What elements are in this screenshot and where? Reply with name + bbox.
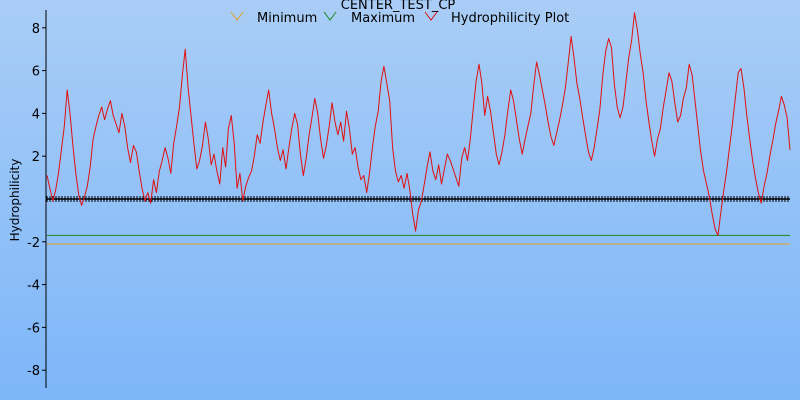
y-tick-label: 2: [32, 150, 40, 165]
legend-label-maximum: Maximum: [351, 11, 415, 26]
legend-swatch-minimum: [230, 11, 244, 21]
y-tick-label: -2: [27, 236, 40, 251]
y-tick-label: -4: [27, 279, 40, 294]
legend-item-minimum: Minimum: [230, 11, 317, 26]
chart-title: CENTER_TEST_CP: [341, 0, 456, 13]
y-tick-label: 6: [32, 65, 40, 80]
baseline-ticks: [46, 196, 790, 202]
legend-swatch-hydrophilicity: [424, 11, 438, 21]
series-layer: [46, 12, 791, 245]
legend-label-minimum: Minimum: [257, 11, 317, 26]
y-tick-label: 8: [32, 22, 40, 37]
legend: Minimum Maximum Hydrophilicity Plot: [230, 11, 569, 26]
legend-item-maximum: Maximum: [323, 11, 415, 26]
y-axis-label: Hydrophilicity: [8, 159, 22, 242]
y-tick-label: -8: [27, 364, 40, 379]
legend-label-hydrophilicity: Hydrophilicity Plot: [451, 11, 569, 26]
series-line-hydrophilicity-plot: [46, 12, 791, 236]
y-tick-label: 4: [32, 107, 40, 122]
legend-item-hydrophilicity-plot: Hydrophilicity Plot: [424, 11, 569, 26]
y-axis-ticks: 8 6 4 2 -2 -4 -6 -8: [27, 22, 46, 379]
legend-swatch-maximum: [323, 11, 337, 21]
y-tick-label: -6: [27, 321, 40, 336]
